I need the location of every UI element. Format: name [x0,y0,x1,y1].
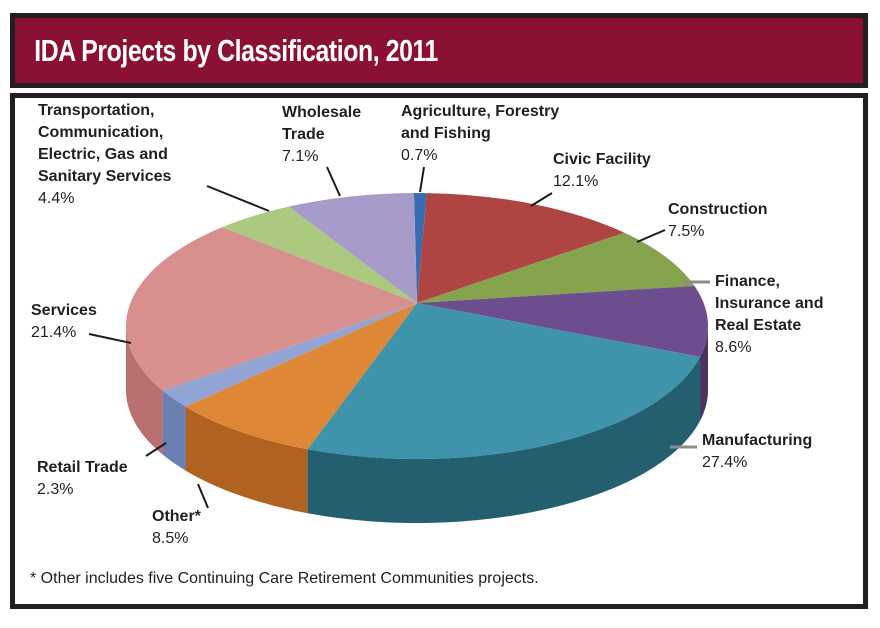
callout-percent: 7.5% [668,223,705,240]
callout-percent: 4.4% [38,190,75,207]
pie-slice-side-manufacturing [307,356,701,524]
callout-other: Other* 8.5% [152,506,201,550]
callout-label-line: Sanitary Services [38,168,172,185]
pie-slice-services [125,227,418,391]
pie-slice-agriculture-forestry-and-fishing [413,193,427,303]
pie-slice-side-retail-trade [162,390,186,471]
leader-line-construction [636,229,666,243]
callout-finance-insurance-and-real-estate: Finance, Insurance and Real Estate 8.6% [715,271,823,359]
callout-percent: 27.4% [702,454,748,471]
leader-line-retail-trade [145,442,167,457]
pie-slice-side-other [185,406,308,514]
callout-percent: 8.5% [152,530,189,547]
callout-percent: 8.6% [715,339,752,356]
callout-label-line: Electric, Gas and [38,146,168,163]
pie-slice-manufacturing [307,303,701,460]
pie-slice-retail-trade [162,303,417,407]
callout-percent: 2.3% [37,481,74,498]
callout-label-line: Retail Trade [37,459,128,476]
callout-services: Services 21.4% [31,300,97,344]
page-title: IDA Projects by Classification, 2011 [34,33,438,68]
callout-percent: 21.4% [31,324,77,341]
pie-slice-transportation-communication-electric-gas-and-sanitary-services [222,206,417,303]
pie-slice-side-services [125,326,163,455]
callout-transportation-communication-electric-gas-and-sanitary-services: Transportation, Communication, Electric,… [38,100,171,210]
callout-label-line: Communication, [38,124,164,141]
callout-label-line: Wholesale [282,104,362,121]
pie-slice-other [185,303,417,450]
callout-percent: 12.1% [553,173,599,190]
leader-line-civic-facility [530,192,553,207]
callout-label-line: Real Estate [715,317,802,334]
pie-slice-construction [417,232,695,303]
callout-manufacturing: Manufacturing 27.4% [702,430,812,474]
leader-line-agriculture [419,166,425,193]
callout-label-line: Manufacturing [702,432,813,449]
callout-percent: 0.7% [401,147,438,164]
pie-slice-finance-insurance-and-real-estate [417,285,708,357]
callout-label-line: Transportation, [38,102,155,119]
callout-label-line: Services [31,302,97,319]
callout-label-line: Finance, [715,273,780,290]
pie-slice-side-finance-insurance-and-real-estate [700,326,708,421]
callout-percent: 7.1% [282,148,319,165]
leader-line-other [197,483,209,509]
callout-label-line: Trade [282,126,325,143]
callout-label-line: Construction [668,201,768,218]
callout-label-line: Other* [152,508,201,525]
callout-civic-facility: Civic Facility 12.1% [553,149,651,193]
leader-line-transportation [206,185,270,212]
callout-construction: Construction 7.5% [668,199,768,243]
leader-line-wholesale-trade [326,166,341,197]
callout-retail-trade: Retail Trade 2.3% [37,457,128,501]
pie-slice-civic-facility [417,193,625,303]
footnote: * Other includes five Continuing Care Re… [30,570,539,587]
pie-slice-wholesale-trade [288,193,417,303]
leader-line-services [88,333,132,344]
callout-wholesale-trade: Wholesale Trade 7.1% [282,102,361,168]
callout-label-line: Civic Facility [553,151,651,168]
callout-label-line: Insurance and [715,295,824,312]
callout-agriculture-forestry-and-fishing: Agriculture, Forestry and Fishing 0.7% [401,101,559,167]
header-bar: IDA Projects by Classification, 2011 [10,13,868,88]
callout-label-line: Agriculture, Forestry [401,103,560,120]
callout-label-line: and Fishing [401,125,491,142]
